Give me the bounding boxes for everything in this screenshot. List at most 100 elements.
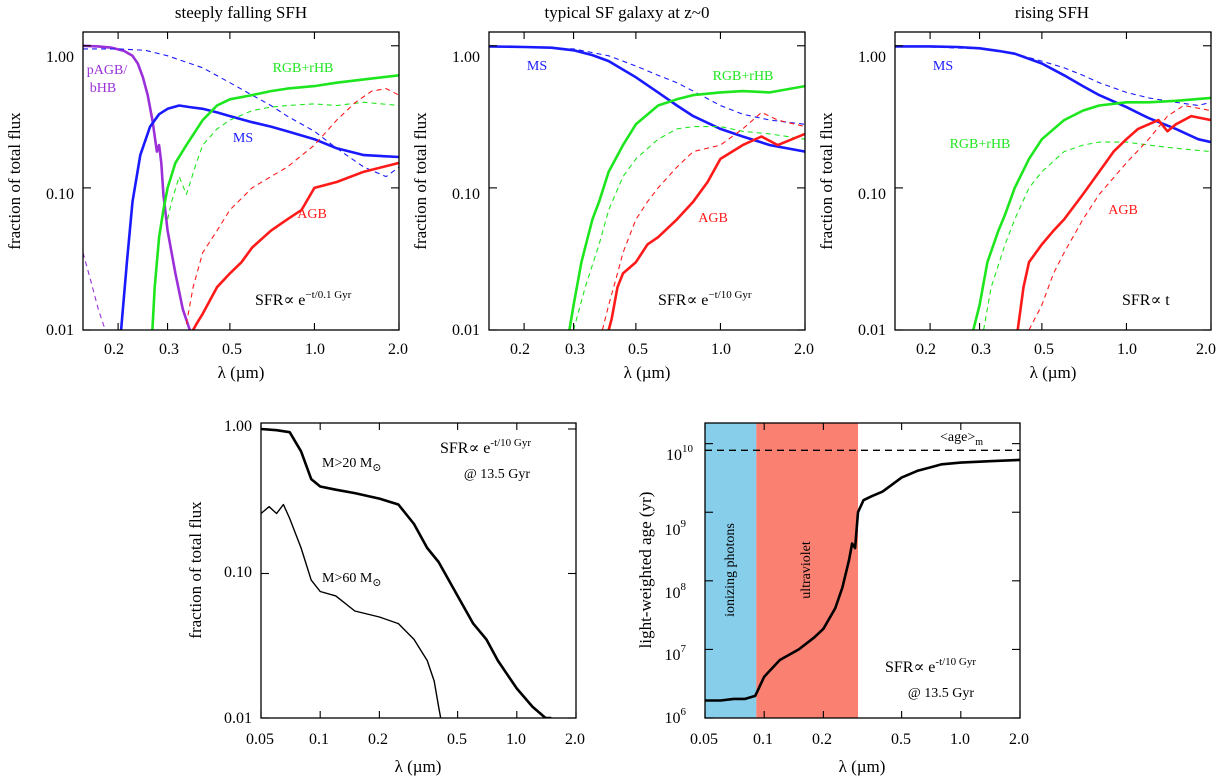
y-tick-label: 0.01	[452, 322, 480, 339]
series-line	[601, 111, 805, 330]
x-tick-label: 0.3	[971, 341, 991, 358]
sfh-annotation-base: SFR∝ e	[658, 292, 708, 309]
mean-age-label: <age>m	[940, 430, 983, 448]
series-label-m60: M>60 M⊙	[322, 571, 382, 589]
series-line	[185, 88, 399, 325]
mean-age-label-text: <age>	[940, 430, 975, 445]
panel-light-weighted-age: 106 107 108 109 1010 0.05 0.1 0.2 0.5 1.…	[636, 422, 1029, 776]
x-tick-label: 1.0	[1117, 341, 1137, 358]
panel-title: typical SF galaxy at z~0	[545, 3, 710, 22]
y-axis-label: fraction of total flux	[5, 112, 24, 250]
series-layer	[261, 427, 552, 718]
y-tick-label: 0.01	[46, 322, 74, 339]
panel-steeply-falling: steeply falling SFH 1.00 0.10 0.01 0.2 0…	[5, 3, 408, 382]
panel-title: steeply falling SFH	[175, 3, 307, 22]
x-ticks: 0.2 0.3 0.5 1.0 2.0	[510, 341, 814, 358]
series-layer	[895, 45, 1211, 330]
sfh-annotation-exponent: −t/10 Gyr	[708, 289, 752, 301]
x-tick-label: 0.3	[159, 341, 179, 358]
mean-age-label-sub: m	[975, 437, 983, 448]
plot-frame	[704, 422, 1021, 719]
series-line	[83, 252, 106, 330]
x-ticks: 0.2 0.3 0.5 1.0 2.0	[916, 341, 1216, 358]
y-ticks: 1.00 0.10 0.01	[452, 49, 480, 339]
y-tick-label: 1.00	[224, 418, 252, 435]
sfh-annotation-exponent: −t/0.1 Gyr	[305, 289, 351, 301]
series-line	[573, 126, 805, 330]
x-ticks: 0.05 0.1 0.2 0.5 1.0 2.0	[246, 731, 585, 748]
x-tick-label: 0.5	[447, 731, 467, 748]
series-label-rgb: RGB+rHB	[713, 69, 774, 84]
x-tick-label: 0.2	[104, 341, 124, 358]
y-tick-label: 0.10	[452, 186, 480, 203]
series-label-m20-text: M>20 M	[322, 456, 373, 471]
y-ticks: 1.00 0.10 0.01	[858, 49, 886, 339]
x-tick-label: 0.1	[753, 731, 773, 748]
y-tick-exponent: 8	[681, 581, 687, 593]
x-tick-label: 1.0	[950, 731, 970, 748]
y-tick-label: 1010	[666, 443, 694, 464]
series-line	[972, 96, 1211, 330]
x-tick-label: 0.3	[565, 341, 585, 358]
sfh-annotation: SFR∝ e-t/10 Gyr	[440, 437, 531, 457]
y-tick-label: 107	[665, 643, 687, 664]
y-ticks: 1.00 0.10 0.01	[46, 49, 74, 339]
y-tick-label: 1.00	[452, 49, 480, 66]
y-tick-exponent: 9	[681, 518, 687, 530]
tick-marks	[895, 32, 1212, 331]
x-tick-label: 1.0	[506, 731, 526, 748]
sfh-annotation-base: SFR∝ e	[440, 440, 490, 457]
sfh-annotation-exponent: -t/10 Gyr	[490, 437, 531, 449]
x-axis-label: λ (µm)	[395, 757, 442, 776]
x-tick-label: 2.0	[1196, 341, 1216, 358]
series-line	[489, 45, 805, 125]
series-label-m20: M>20 M⊙	[322, 456, 382, 474]
x-tick-label: 0.2	[368, 731, 388, 748]
series-line	[83, 48, 399, 178]
x-tick-label: 0.5	[222, 341, 242, 358]
plot-frame	[488, 31, 806, 331]
x-ticks: 0.05 0.1 0.2 0.5 1.0 2.0	[690, 731, 1029, 748]
y-tick-label: 109	[665, 518, 687, 539]
panel-rising: rising SFH 1.00 0.10 0.01 0.2 0.3 0.5 1.…	[817, 3, 1216, 382]
series-label-rgb: RGB+rHB	[950, 137, 1011, 152]
age-note: @ 13.5 Gyr	[464, 467, 531, 482]
x-tick-label: 0.05	[690, 731, 718, 748]
plot-frame	[82, 31, 400, 331]
y-tick-label: 0.10	[46, 186, 74, 203]
x-tick-label: 0.2	[812, 731, 832, 748]
series-line	[191, 161, 399, 330]
sfh-annotation: SFR∝ t	[1122, 292, 1170, 309]
panel-typical-sf: typical SF galaxy at z~0 1.00 0.10 0.01 …	[411, 3, 814, 382]
sfh-annotation-base: SFR∝ e	[255, 292, 305, 309]
x-tick-label: 0.5	[1034, 341, 1054, 358]
series-label-agb: AGB	[297, 207, 327, 222]
band-label-ionizing: ionizing photons	[723, 523, 738, 617]
y-tick-label: 0.01	[224, 710, 252, 727]
series-line	[607, 132, 805, 330]
series-label-agb: AGB	[1108, 203, 1138, 218]
panel-massive-stars: 1.00 0.10 0.01 0.05 0.1 0.2 0.5 1.0 2.0 …	[186, 418, 585, 776]
y-ticks: 106 107 108 109 1010	[665, 443, 694, 727]
series-label-bhb: bHB	[90, 81, 116, 96]
series-line	[983, 141, 1211, 330]
series-line	[151, 74, 399, 330]
series-line	[119, 104, 399, 330]
y-axis-label: fraction of total flux	[186, 501, 205, 639]
tick-marks	[260, 423, 577, 719]
y-tick-label: 106	[665, 706, 687, 727]
x-tick-label: 0.5	[891, 731, 911, 748]
series-label-pagb: pAGB/	[87, 63, 128, 78]
tick-marks	[489, 32, 806, 331]
x-tick-label: 0.2	[510, 341, 530, 358]
series-label-ms: MS	[933, 59, 953, 74]
x-axis-label: λ (µm)	[624, 363, 671, 382]
band-label-ultraviolet: ultraviolet	[799, 541, 814, 599]
x-tick-label: 2.0	[794, 341, 814, 358]
series-label-m60-sub: ⊙	[372, 577, 381, 589]
sfh-annotation-base: SFR∝ e	[885, 659, 935, 676]
y-ticks: 1.00 0.10 0.01	[224, 418, 252, 727]
age-note: @ 13.5 Gyr	[908, 686, 975, 701]
series-line	[261, 427, 552, 718]
x-tick-label: 1.0	[711, 341, 731, 358]
